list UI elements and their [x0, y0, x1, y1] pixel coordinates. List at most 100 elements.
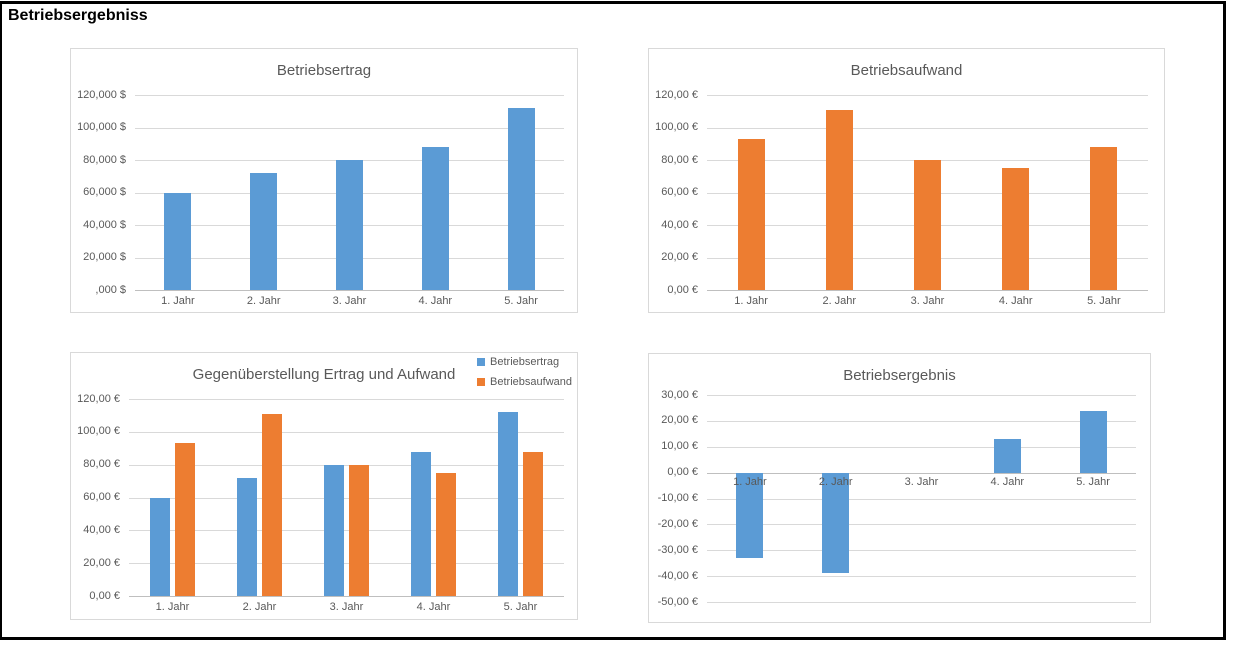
x-category-label: 1. Jahr: [733, 475, 767, 488]
bar-betriebsaufwand-2-jahr: [825, 109, 853, 290]
axis-zero-line: [129, 596, 564, 597]
bar-betriebsaufwand-5-jahr: [1090, 147, 1118, 290]
bar-betriebsertrag-2-jahr: [237, 477, 257, 596]
y-tick-label: 20,00 €: [661, 251, 698, 263]
x-category-label: 2. Jahr: [246, 295, 281, 307]
x-category-label: 2. Jahr: [242, 601, 277, 613]
y-tick-label: ,000 $: [95, 283, 126, 296]
axis-zero-line: [707, 472, 1136, 474]
gridline: [707, 127, 1148, 129]
x-category-label: 5. Jahr: [503, 601, 538, 613]
chart-betriebsaufwand[interactable]: Betriebsaufwand 120,00 € 100,00 € 80,00 € 6…: [648, 48, 1165, 313]
bar-betriebsertrag-3-jahr: [324, 464, 344, 596]
x-category-label: 1. Jahr: [734, 295, 768, 307]
y-tick-label: 60,00 €: [661, 186, 698, 198]
y-tick-label: -10,00 €: [657, 492, 698, 504]
y-tick-label: 80,00 €: [661, 153, 698, 166]
bar-betriebsaufwand-3-jahr: [914, 160, 941, 290]
legend-swatch-betriebsertrag-icon: [477, 358, 486, 366]
y-tick-label: -20,00 €: [657, 517, 698, 530]
y-tick-label: 80,000 $: [83, 153, 126, 166]
gridline: [707, 550, 1136, 552]
x-category-label: 4. Jahr: [998, 295, 1033, 307]
bar-betriebsertrag-5-jahr: [507, 108, 535, 290]
gridline: [707, 602, 1136, 603]
x-category-label: 1. Jahr: [161, 295, 195, 307]
plot-area-betriebsaufwand: 120,00 € 100,00 € 80,00 € 60,00 € 40,00 € 20,…: [649, 49, 1164, 312]
bar-betriebsaufwand-1-jahr: [737, 138, 765, 290]
bar-betriebsertrag-3-jahr: [336, 160, 363, 290]
y-tick-label: 100,00 €: [77, 425, 120, 438]
bar-betriebsergebnis-4-jahr: [993, 439, 1021, 473]
chart-betriebsertrag[interactable]: Betriebsertrag 120,000 $ 100,000 $ 80,000 …: [70, 48, 578, 313]
gridline: [129, 530, 564, 532]
y-tick-label: -30,00 €: [657, 543, 698, 556]
y-tick-label: 100,000 $: [77, 121, 126, 133]
bar-betriebsertrag-4-jahr: [421, 147, 449, 290]
gridline: [707, 446, 1136, 448]
bar-betriebsertrag-5-jahr: [498, 412, 518, 596]
gridline: [707, 524, 1136, 526]
x-category-label: 2. Jahr: [822, 295, 857, 307]
plot-area-betriebsertrag: 120,000 $ 100,000 $ 80,000 $ 60,000 $ 40,000…: [71, 49, 577, 312]
chart-title-gegenueberstellung: Gegenüberstellung Ertrag und Aufwand: [192, 366, 456, 383]
y-tick-label: 40,00 €: [83, 523, 120, 536]
x-category-label: 5. Jahr: [1076, 475, 1110, 488]
chart-title-betriebsergebnis: Betriebsergebnis: [843, 367, 956, 384]
bar-betriebsaufwand-4-jahr: [1002, 168, 1030, 290]
bar-betriebsertrag-1-jahr: [164, 192, 192, 290]
gridline: [129, 464, 564, 466]
y-tick-label: -50,00 €: [657, 595, 698, 608]
legend: Betriebsertrag Betriebsaufwand: [477, 356, 572, 388]
y-tick-label: 60,00 €: [83, 491, 120, 503]
bar-betriebsaufwand-4-jahr: [436, 472, 456, 596]
x-category-label: 2. Jahr: [818, 475, 853, 488]
bar-betriebsaufwand-3-jahr: [349, 464, 369, 596]
y-tick-label: 20,00 €: [661, 414, 698, 427]
bar-betriebsaufwand-2-jahr: [262, 413, 282, 596]
gridline: [707, 498, 1136, 500]
axis-zero-line: [707, 290, 1148, 291]
chart-betriebsergebnis[interactable]: Betriebsergebnis 30,00 € 20,00 € 10,00 € 0,…: [648, 353, 1151, 623]
x-category-label: 3. Jahr: [904, 475, 939, 488]
gridline: [707, 420, 1136, 422]
gridline: [129, 497, 564, 499]
x-category-label: 5. Jahr: [504, 295, 538, 307]
gridline: [707, 576, 1136, 578]
legend-item-betriebsertrag: Betriebsertrag: [477, 356, 572, 368]
bar-betriebsaufwand-1-jahr: [175, 443, 195, 596]
y-tick-label: 0,00 €: [667, 466, 698, 479]
x-category-label: 3. Jahr: [910, 295, 945, 307]
plot-area-betriebsergebnis: 30,00 € 20,00 € 10,00 € 0,00 € -10,00 € -20,0…: [649, 354, 1150, 622]
chart-title-betriebsertrag: Betriebsertrag: [276, 62, 372, 79]
gridline: [129, 431, 564, 433]
x-category-label: 1. Jahr: [155, 601, 190, 613]
plot-area-gegenueberstellung: 120,00 € 100,00 € 80,00 € 60,00 € 40,00 € 20,…: [71, 353, 577, 619]
bar-betriebsertrag-4-jahr: [411, 451, 431, 596]
y-tick-label: 20,00 €: [83, 556, 120, 569]
y-tick-label: 60,000 $: [83, 186, 126, 198]
gridline: [707, 95, 1148, 96]
legend-swatch-betriebsaufwand-icon: [477, 378, 486, 386]
y-tick-label: 80,00 €: [83, 458, 120, 471]
bar-betriebsergebnis-5-jahr: [1079, 410, 1107, 473]
y-tick-label: 100,00 €: [655, 121, 698, 133]
bar-betriebsaufwand-5-jahr: [523, 451, 543, 596]
chart-title-betriebsaufwand: Betriebsaufwand: [850, 62, 963, 79]
x-category-label: 4. Jahr: [990, 475, 1025, 488]
legend-label-betriebsertrag: Betriebsertrag: [490, 356, 560, 368]
bar-betriebsertrag-1-jahr: [150, 497, 170, 596]
y-tick-label: 120,00 €: [77, 392, 120, 405]
y-tick-label: 20,000 $: [83, 251, 126, 263]
x-category-label: 3. Jahr: [332, 295, 367, 307]
y-tick-label: 120,000 $: [77, 88, 126, 101]
y-tick-label: -40,00 €: [657, 569, 698, 582]
legend-item-betriebsaufwand: Betriebsaufwand: [477, 376, 572, 388]
chart-gegenueberstellung[interactable]: Gegenüberstellung Ertrag und Aufwand Bet…: [70, 352, 578, 620]
legend-label-betriebsaufwand: Betriebsaufwand: [490, 376, 572, 388]
y-tick-label: 40,00 €: [661, 218, 698, 231]
y-tick-label: 0,00 €: [89, 589, 120, 602]
gridline: [135, 95, 564, 96]
page-title: Betriebsergebniss: [8, 7, 148, 24]
gridline: [707, 395, 1136, 396]
